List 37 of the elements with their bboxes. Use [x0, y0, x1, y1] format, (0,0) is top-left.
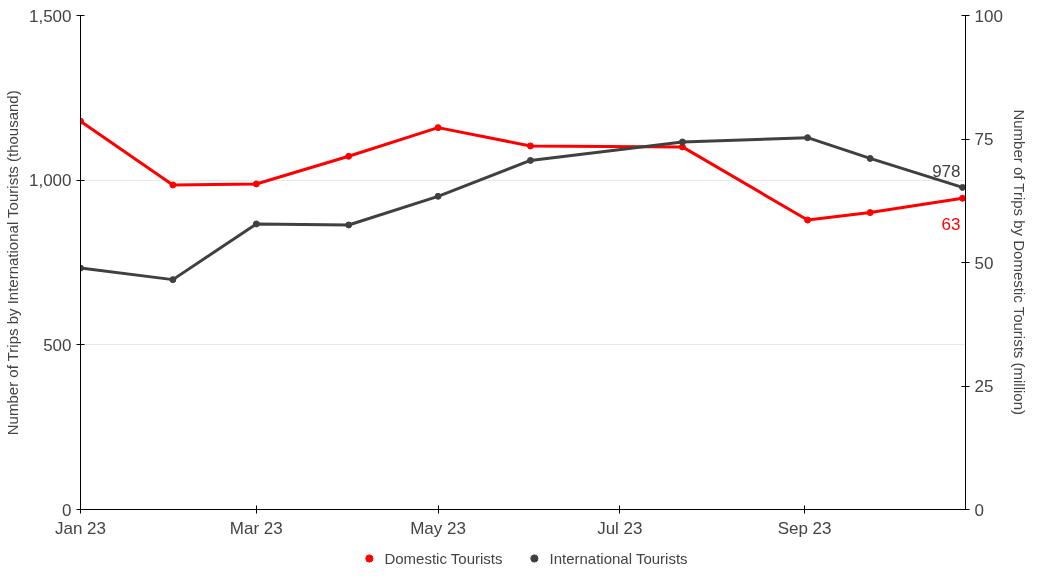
x-tick-label: May 23	[410, 518, 466, 538]
point	[959, 183, 966, 191]
y2-tick-label: 0	[974, 500, 984, 520]
point	[169, 181, 177, 189]
point	[434, 124, 442, 132]
point	[252, 220, 260, 228]
y2-tick-label: 75	[974, 130, 994, 149]
y-tick-label: 1,500	[28, 6, 72, 26]
y2-tick-label: 50	[974, 253, 994, 273]
y2-axis-title: Number of Trips by Domestic Tourists (million)	[1010, 109, 1028, 416]
y2-tick-label: 25	[974, 377, 994, 396]
point	[434, 192, 442, 200]
legend-label: Domestic Tourists	[384, 549, 503, 567]
data-label: 978	[932, 162, 961, 182]
point	[169, 276, 177, 284]
x-tick-label: Jan 23	[54, 518, 107, 538]
y-tick-label: 500	[43, 335, 72, 355]
y2-tick-label: 100	[974, 6, 1003, 26]
x-tick-label: Sep 23	[777, 518, 832, 538]
x-tick-label: Jul 23	[597, 518, 643, 538]
y-tick-label: 1,000	[28, 171, 72, 191]
point	[804, 216, 812, 224]
point	[678, 138, 686, 146]
y-tick-label: 0	[62, 500, 72, 520]
point	[345, 152, 353, 160]
point	[804, 134, 812, 142]
data-label: 63	[941, 215, 961, 235]
point	[345, 221, 353, 229]
y-axis-title: Number of Trips by International Tourists (thousand)	[3, 90, 21, 436]
point	[526, 156, 534, 164]
legend-label: International Tourists	[549, 549, 688, 567]
point	[252, 180, 260, 188]
x-tick-label: Mar 23	[229, 518, 283, 538]
point	[866, 154, 874, 162]
point	[866, 209, 874, 217]
point	[526, 142, 534, 150]
point	[959, 194, 966, 202]
